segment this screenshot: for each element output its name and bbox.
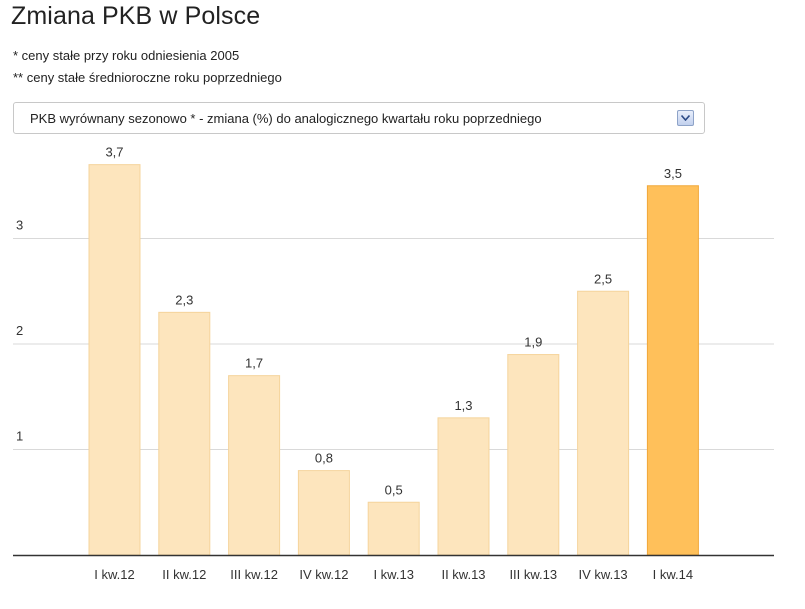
bar-value-label: 0,5 [385,482,403,497]
y-tick-label: 2 [16,323,23,338]
y-tick-label: 3 [16,218,23,233]
bar-iii-kw-12[interactable] [228,375,281,556]
bar-ii-kw-13[interactable] [437,417,490,556]
x-tick-label: II kw.13 [441,567,485,582]
x-tick-label: IV kw.12 [299,567,348,582]
indicator-select[interactable]: PKB wyrównany sezonowo * - zmiana (%) do… [13,102,705,134]
bar-value-label: 0,8 [315,451,333,466]
bar-i-kw-12[interactable] [88,164,141,556]
footnote-average-prices-previous-year: ** ceny stałe średnioroczne roku poprzed… [13,70,282,85]
bar-iv-kw-13[interactable] [577,290,630,556]
bar-value-label: 1,7 [245,356,263,371]
bar-i-kw-14[interactable] [646,185,699,556]
x-tick-label: III kw.13 [509,567,557,582]
x-tick-label: I kw.12 [94,567,134,582]
bar-value-label: 3,5 [664,166,682,181]
page-title: Zmiana PKB w Polsce [11,2,261,30]
bar-iii-kw-13[interactable] [507,354,560,556]
bar-iv-kw-12[interactable] [297,470,350,556]
bar-value-label: 1,3 [454,398,472,413]
x-tick-label: III kw.12 [230,567,278,582]
x-tick-label: I kw.14 [653,567,693,582]
x-tick-label: I kw.13 [373,567,413,582]
x-tick-label: IV kw.13 [579,567,628,582]
x-tick-label: II kw.12 [162,567,206,582]
chevron-down-icon[interactable] [677,110,694,126]
y-tick-label: 1 [16,429,23,444]
bar-i-kw-13[interactable] [367,501,420,556]
bar-value-label: 2,3 [175,292,193,307]
indicator-select-value: PKB wyrównany sezonowo * - zmiana (%) do… [30,111,542,126]
bar-ii-kw-12[interactable] [158,311,211,556]
bar-value-label: 2,5 [594,271,612,286]
bar-value-label: 1,9 [524,335,542,350]
footnote-constant-prices-2005: * ceny stałe przy roku odniesienia 2005 [13,48,240,63]
bar-value-label: 3,7 [105,145,123,160]
